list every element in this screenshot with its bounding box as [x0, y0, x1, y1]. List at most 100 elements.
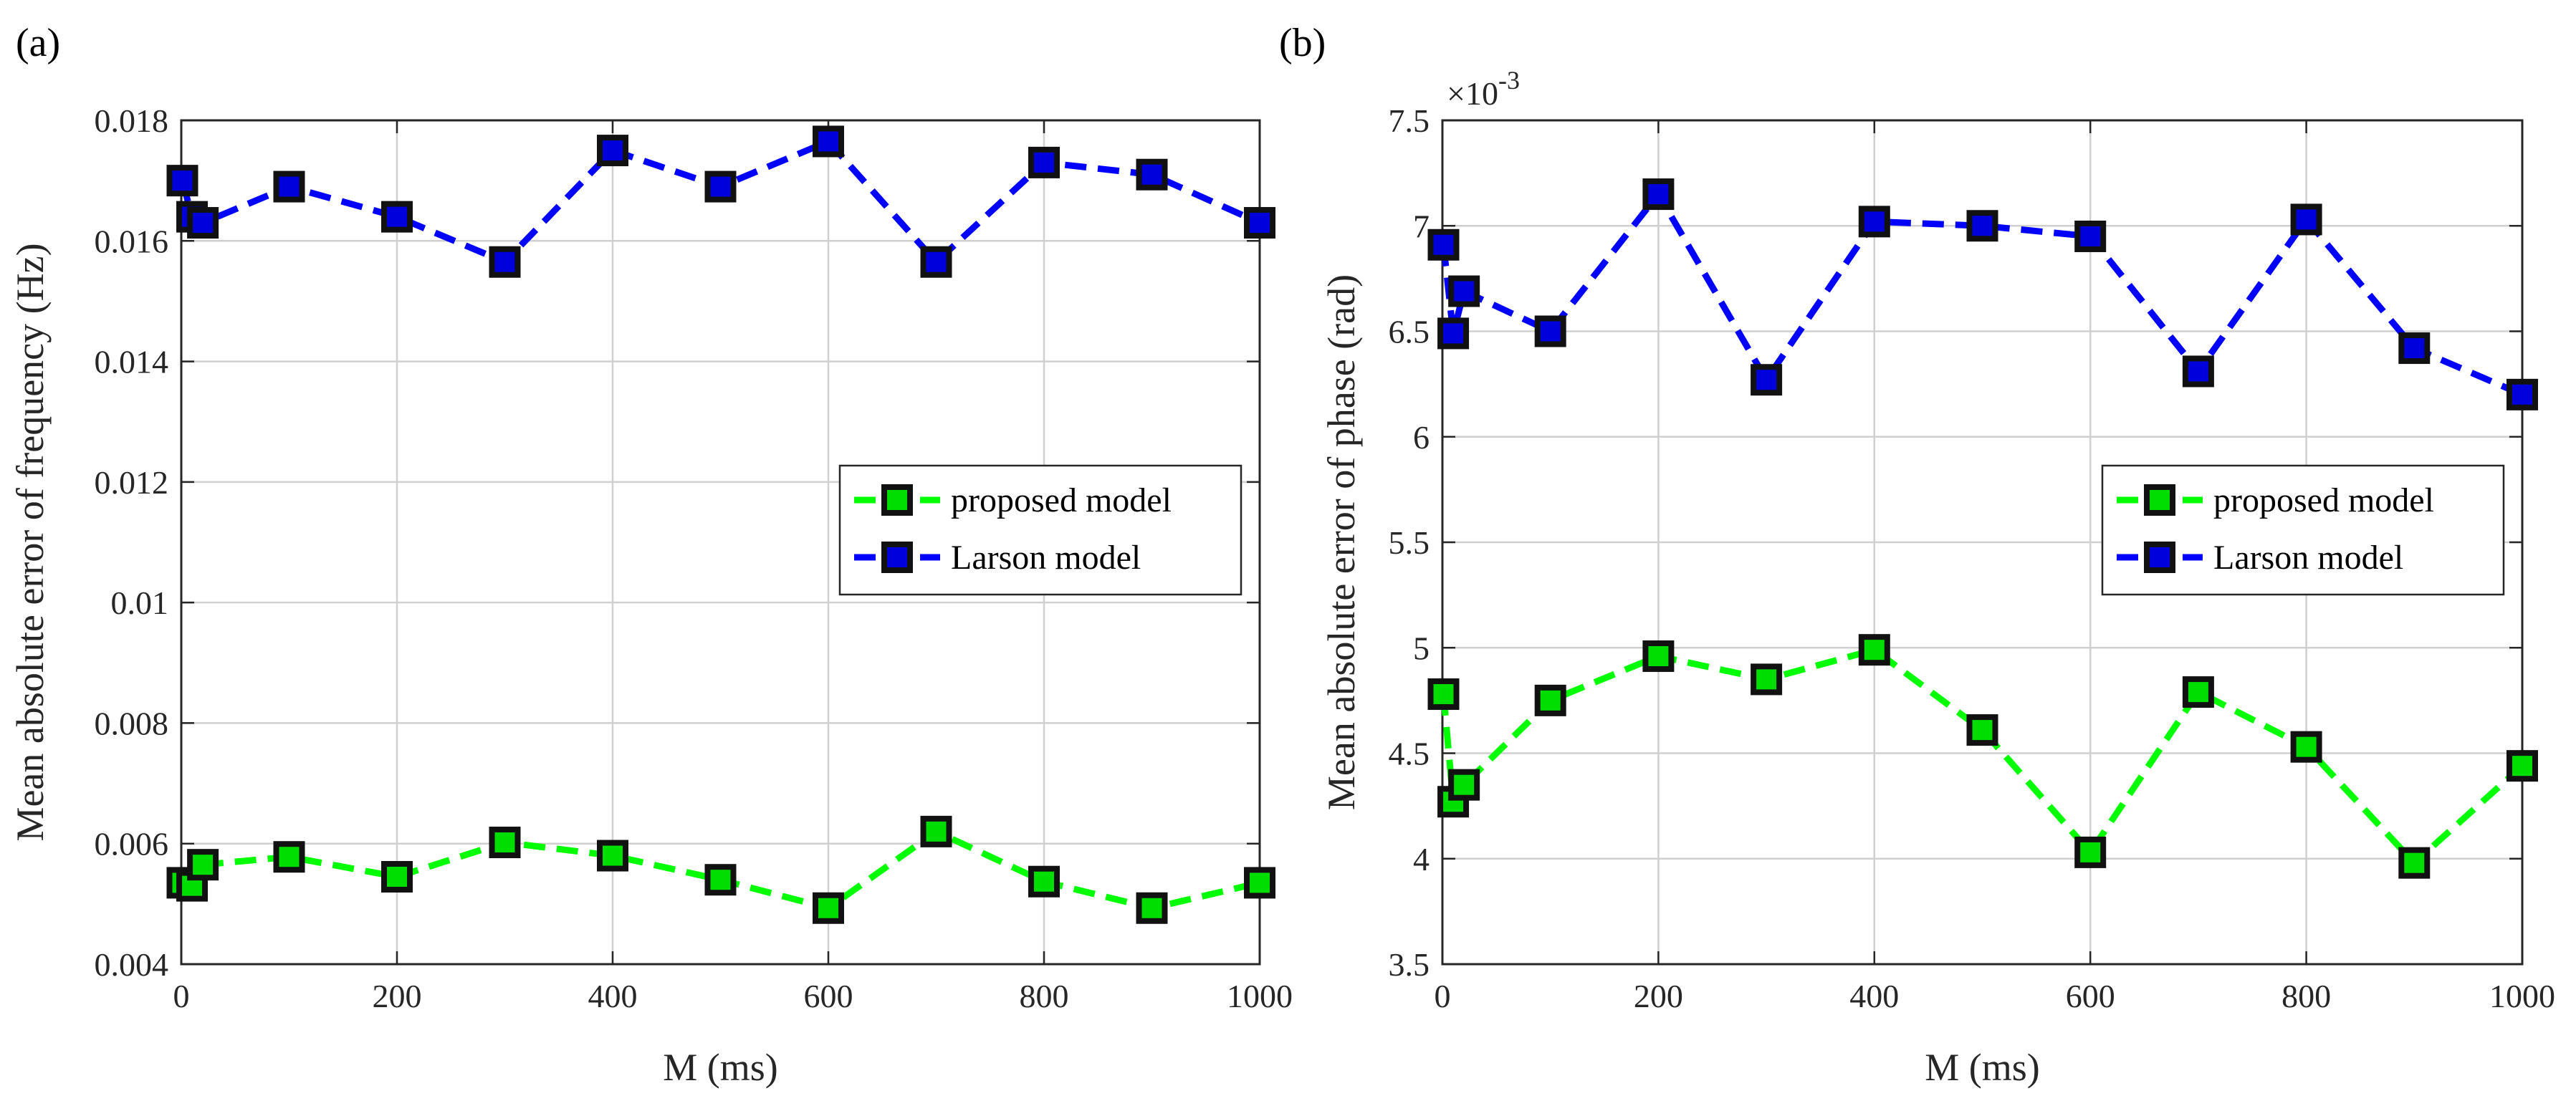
x-tick-label: 600 — [2066, 978, 2115, 1014]
x-tick-label: 0 — [173, 978, 190, 1014]
panel-a: 0 200 400 600 800 1000 0.004 0.006 0.008 0.01 0.01… — [9, 21, 1293, 1089]
x-tick-label: 1000 — [2489, 978, 2555, 1014]
y-tick-label: 0.014 — [95, 344, 169, 380]
data-point — [1028, 146, 1060, 178]
y-tick-label: 4.5 — [1389, 736, 1430, 772]
data-point — [1858, 206, 1890, 238]
x-tick-label: 1000 — [1227, 978, 1293, 1014]
y-axis-label: Mean absolute error of phase (rad) — [1320, 274, 1363, 810]
legend: proposed model Larson model — [2101, 464, 2505, 596]
data-point — [920, 815, 952, 847]
data-point — [381, 201, 413, 233]
data-point — [1136, 892, 1168, 924]
data-point — [920, 246, 952, 278]
data-point — [2290, 203, 2322, 236]
x-tick-label: 800 — [1020, 978, 1069, 1014]
data-point — [813, 892, 844, 924]
data-point — [813, 125, 844, 158]
legend: proposed model Larson model — [838, 464, 1242, 596]
legend-entry: proposed model — [2117, 481, 2434, 519]
data-point — [2074, 836, 2107, 868]
y-tick-label: 5.5 — [1389, 524, 1430, 561]
y-tick-label: 0.018 — [95, 102, 169, 139]
legend-marker — [881, 484, 913, 516]
data-point — [1028, 865, 1060, 898]
series-proposed-model — [1427, 634, 2538, 879]
axes-frame — [1441, 119, 2524, 966]
y-axis-label: Mean absolute error of frequency (Hz) — [9, 243, 52, 841]
data-point — [489, 246, 521, 278]
y-tick-label: 6.5 — [1389, 314, 1430, 350]
data-point — [597, 840, 628, 872]
data-point — [273, 170, 305, 203]
y-tick-label: 3.5 — [1389, 946, 1430, 983]
y-tick-label: 0.016 — [95, 223, 169, 259]
data-point — [1448, 769, 1480, 801]
panel-b: 0 200 400 600 800 1000 3.5 4 4.5 5 5.5 6 6.5 7 7.5 ×10-… — [1279, 21, 2555, 1089]
y-tick-label: 6 — [1413, 419, 1430, 456]
legend-marker — [881, 542, 913, 573]
data-point — [1136, 158, 1168, 191]
panel-label: (a) — [16, 21, 60, 65]
data-point — [2398, 847, 2431, 879]
data-point — [1427, 229, 1460, 261]
exponent-base: ×10 — [1447, 75, 1498, 112]
y-tick-label: 0.006 — [95, 826, 169, 862]
data-point — [1858, 634, 1890, 666]
data-point — [1437, 317, 1470, 350]
data-point — [1966, 210, 1998, 242]
axes-frame — [180, 119, 1261, 966]
y-tick-label: 5 — [1413, 630, 1430, 666]
data-point — [166, 165, 198, 197]
legend-label: proposed model — [951, 481, 1172, 519]
legend-label: Larson model — [2213, 539, 2403, 577]
data-point — [1751, 364, 1783, 396]
x-tick-label: 200 — [373, 978, 422, 1014]
series-larson-model — [1427, 178, 2538, 410]
data-point — [489, 827, 521, 859]
data-point — [597, 135, 628, 167]
legend-label: Larson model — [951, 539, 1141, 577]
data-point — [2506, 378, 2538, 410]
legend-label: proposed model — [2213, 481, 2434, 519]
data-point — [2398, 332, 2431, 365]
data-point — [1427, 678, 1460, 711]
panel-label: (b) — [1279, 21, 1326, 65]
data-point — [2182, 676, 2214, 708]
legend-marker — [2144, 542, 2175, 573]
y-tick-label: 0.008 — [95, 705, 169, 741]
data-point — [1642, 640, 1675, 673]
y-exponent-label: ×10-3 — [1447, 66, 1520, 112]
data-point — [1534, 684, 1566, 716]
data-point — [2290, 731, 2322, 763]
y-tick-label: 7.5 — [1389, 102, 1430, 139]
legend-entry: Larson model — [854, 539, 1141, 577]
data-point — [1244, 207, 1275, 239]
data-point — [1244, 867, 1275, 899]
data-point — [2074, 220, 2107, 252]
data-point — [2506, 750, 2538, 782]
series-proposed-model — [166, 815, 1275, 924]
data-point — [273, 841, 305, 873]
x-tick-label: 600 — [804, 978, 853, 1014]
data-point — [704, 170, 737, 203]
data-point — [1751, 663, 1783, 696]
x-tick-label: 400 — [588, 978, 638, 1014]
data-point — [704, 864, 737, 896]
data-point — [1534, 315, 1566, 347]
legend-marker — [2144, 484, 2175, 516]
data-point — [381, 860, 413, 893]
data-point — [1966, 714, 1998, 746]
data-point — [187, 849, 219, 881]
legend-entry: Larson model — [2117, 539, 2403, 577]
x-axis-label: M (ms) — [1925, 1046, 2040, 1089]
x-axis-label: M (ms) — [663, 1046, 778, 1089]
x-tick-label: 400 — [1849, 978, 1899, 1014]
data-point — [1642, 178, 1675, 211]
data-point — [2182, 355, 2214, 388]
y-tick-label: 0.012 — [95, 464, 169, 501]
exponent-power: -3 — [1498, 66, 1520, 95]
y-tick-label: 0.01 — [111, 585, 169, 621]
